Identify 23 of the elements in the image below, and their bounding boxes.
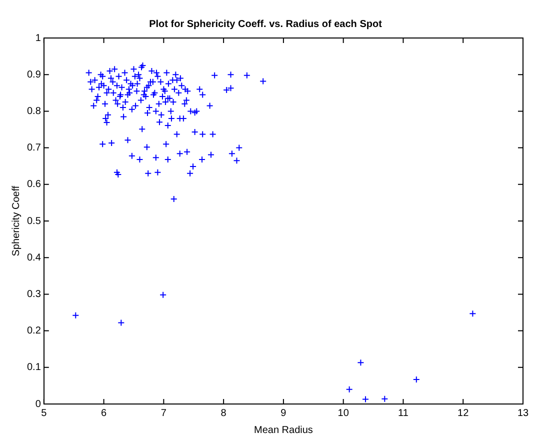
y-tick-label: 1 — [35, 32, 42, 44]
x-tick-label: 8 — [220, 408, 227, 419]
y-tick-label: 0.1 — [26, 362, 42, 374]
x-tick-label: 9 — [280, 408, 287, 419]
y-tick-label: 0.4 — [26, 252, 42, 264]
y-tick-label: 0.2 — [26, 326, 42, 337]
x-tick-label: 5 — [41, 408, 48, 419]
x-axis-title: Mean Radius — [254, 424, 313, 436]
x-tick-label: 7 — [160, 408, 167, 419]
y-tick-label: 0.7 — [26, 142, 42, 154]
x-tick-label: 10 — [338, 408, 350, 419]
x-tick-label: 12 — [458, 408, 470, 419]
x-tick-label: 11 — [398, 408, 409, 419]
y-tick-label: 0 — [35, 398, 42, 410]
y-tick-label: 0.9 — [26, 69, 42, 80]
y-tick-label: 0.6 — [26, 179, 42, 190]
y-tick-label: 0.8 — [26, 106, 42, 117]
x-tick-label: 13 — [517, 408, 529, 419]
y-tick-label: 0.3 — [26, 288, 42, 300]
y-tick-label: 0.5 — [26, 216, 42, 227]
x-tick-label: 6 — [101, 408, 108, 419]
y-axis-title: Sphericity Coeff — [10, 186, 22, 256]
chart-title: Plot for Sphericity Coeff. vs. Radius of each Spot — [149, 18, 383, 30]
